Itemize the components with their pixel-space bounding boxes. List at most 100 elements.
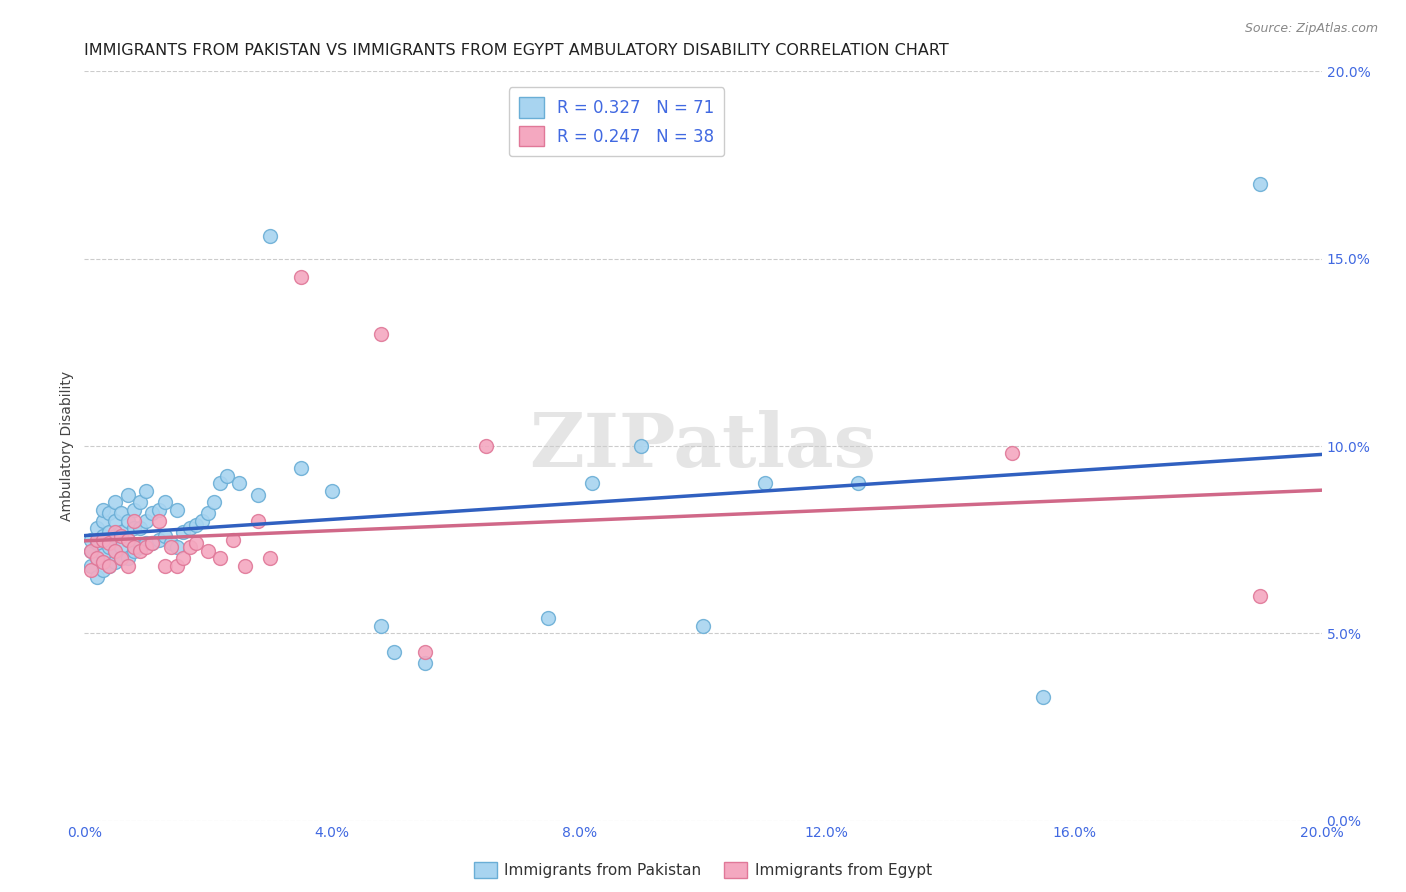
- Point: [475, 439, 498, 453]
- Point: [259, 229, 281, 244]
- Point: [184, 536, 207, 550]
- Point: [110, 529, 132, 543]
- Point: [86, 521, 108, 535]
- Point: [382, 645, 405, 659]
- Point: [122, 502, 145, 516]
- Point: [117, 533, 139, 547]
- Point: [215, 469, 238, 483]
- Point: [104, 514, 127, 528]
- Point: [166, 558, 188, 573]
- Point: [413, 645, 436, 659]
- Point: [117, 488, 139, 502]
- Point: [129, 544, 152, 558]
- Point: [110, 551, 132, 566]
- Point: [179, 521, 201, 535]
- Text: IMMIGRANTS FROM PAKISTAN VS IMMIGRANTS FROM EGYPT AMBULATORY DISABILITY CORRELAT: IMMIGRANTS FROM PAKISTAN VS IMMIGRANTS F…: [84, 43, 949, 58]
- Point: [141, 536, 163, 550]
- Point: [86, 533, 108, 547]
- Point: [846, 476, 869, 491]
- Point: [98, 525, 121, 540]
- Point: [135, 514, 157, 528]
- Point: [91, 529, 114, 543]
- Point: [191, 514, 214, 528]
- Point: [79, 544, 101, 558]
- Point: [246, 488, 269, 502]
- Legend: Immigrants from Pakistan, Immigrants from Egypt: Immigrants from Pakistan, Immigrants fro…: [468, 856, 938, 884]
- Point: [630, 439, 652, 453]
- Point: [246, 514, 269, 528]
- Point: [1001, 446, 1024, 460]
- Point: [160, 536, 183, 550]
- Point: [98, 536, 121, 550]
- Point: [153, 529, 176, 543]
- Point: [91, 514, 114, 528]
- Point: [135, 483, 157, 498]
- Point: [148, 514, 170, 528]
- Point: [222, 533, 245, 547]
- Point: [98, 540, 121, 554]
- Point: [166, 502, 188, 516]
- Point: [129, 521, 152, 535]
- Point: [91, 502, 114, 516]
- Point: [1249, 589, 1271, 603]
- Point: [98, 558, 121, 573]
- Point: [141, 536, 163, 550]
- Point: [122, 521, 145, 535]
- Point: [79, 533, 101, 547]
- Point: [413, 657, 436, 671]
- Point: [104, 529, 127, 543]
- Point: [86, 536, 108, 550]
- Point: [197, 507, 219, 521]
- Point: [104, 495, 127, 509]
- Point: [129, 495, 152, 509]
- Point: [110, 551, 132, 566]
- Point: [117, 558, 139, 573]
- Point: [1249, 177, 1271, 191]
- Point: [135, 540, 157, 554]
- Point: [91, 563, 114, 577]
- Point: [209, 476, 232, 491]
- Point: [129, 540, 152, 554]
- Point: [86, 551, 108, 566]
- Point: [172, 525, 194, 540]
- Point: [581, 476, 603, 491]
- Point: [122, 514, 145, 528]
- Point: [148, 533, 170, 547]
- Point: [117, 551, 139, 566]
- Y-axis label: Ambulatory Disability: Ambulatory Disability: [60, 371, 75, 521]
- Point: [1032, 690, 1054, 704]
- Point: [537, 611, 560, 625]
- Point: [135, 536, 157, 550]
- Point: [122, 544, 145, 558]
- Text: Source: ZipAtlas.com: Source: ZipAtlas.com: [1244, 22, 1378, 36]
- Point: [79, 563, 101, 577]
- Point: [321, 483, 343, 498]
- Point: [98, 558, 121, 573]
- Point: [86, 551, 108, 566]
- Point: [122, 540, 145, 554]
- Point: [117, 533, 139, 547]
- Legend: R = 0.327   N = 71, R = 0.247   N = 38: R = 0.327 N = 71, R = 0.247 N = 38: [509, 87, 724, 156]
- Point: [197, 544, 219, 558]
- Point: [98, 507, 121, 521]
- Point: [290, 270, 312, 285]
- Point: [179, 540, 201, 554]
- Point: [166, 540, 188, 554]
- Point: [370, 619, 392, 633]
- Point: [370, 326, 392, 341]
- Point: [233, 558, 256, 573]
- Point: [141, 507, 163, 521]
- Point: [110, 540, 132, 554]
- Point: [91, 555, 114, 569]
- Point: [209, 551, 232, 566]
- Point: [153, 558, 176, 573]
- Point: [202, 495, 225, 509]
- Point: [91, 533, 114, 547]
- Point: [692, 619, 714, 633]
- Point: [104, 525, 127, 540]
- Point: [104, 555, 127, 569]
- Point: [104, 544, 127, 558]
- Point: [110, 525, 132, 540]
- Point: [86, 570, 108, 584]
- Point: [91, 548, 114, 562]
